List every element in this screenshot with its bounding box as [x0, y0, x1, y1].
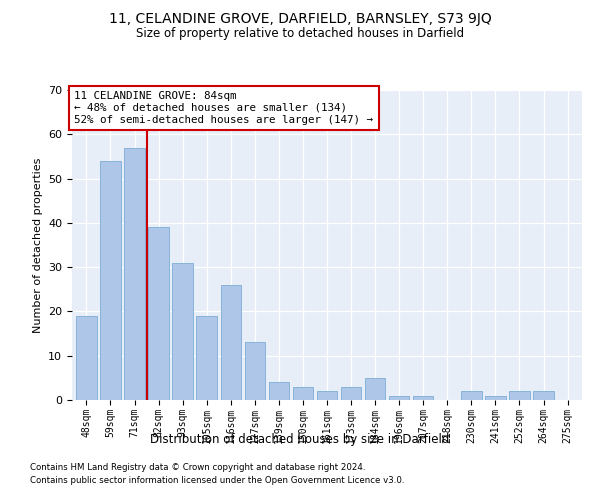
Bar	[148, 228, 169, 400]
Bar	[413, 396, 433, 400]
Bar	[533, 391, 554, 400]
Text: Distribution of detached houses by size in Darfield: Distribution of detached houses by size …	[151, 432, 449, 446]
Bar	[365, 378, 385, 400]
Bar	[293, 386, 313, 400]
Text: 11 CELANDINE GROVE: 84sqm
← 48% of detached houses are smaller (134)
52% of semi: 11 CELANDINE GROVE: 84sqm ← 48% of detac…	[74, 92, 373, 124]
Bar	[100, 161, 121, 400]
Bar	[221, 285, 241, 400]
Bar	[341, 386, 361, 400]
Bar	[485, 396, 506, 400]
Bar	[317, 391, 337, 400]
Bar	[461, 391, 482, 400]
Bar	[509, 391, 530, 400]
Y-axis label: Number of detached properties: Number of detached properties	[32, 158, 43, 332]
Bar	[76, 316, 97, 400]
Bar	[245, 342, 265, 400]
Bar	[196, 316, 217, 400]
Bar	[389, 396, 409, 400]
Text: Contains HM Land Registry data © Crown copyright and database right 2024.: Contains HM Land Registry data © Crown c…	[30, 464, 365, 472]
Text: 11, CELANDINE GROVE, DARFIELD, BARNSLEY, S73 9JQ: 11, CELANDINE GROVE, DARFIELD, BARNSLEY,…	[109, 12, 491, 26]
Bar	[172, 262, 193, 400]
Bar	[124, 148, 145, 400]
Text: Size of property relative to detached houses in Darfield: Size of property relative to detached ho…	[136, 28, 464, 40]
Bar	[269, 382, 289, 400]
Text: Contains public sector information licensed under the Open Government Licence v3: Contains public sector information licen…	[30, 476, 404, 485]
